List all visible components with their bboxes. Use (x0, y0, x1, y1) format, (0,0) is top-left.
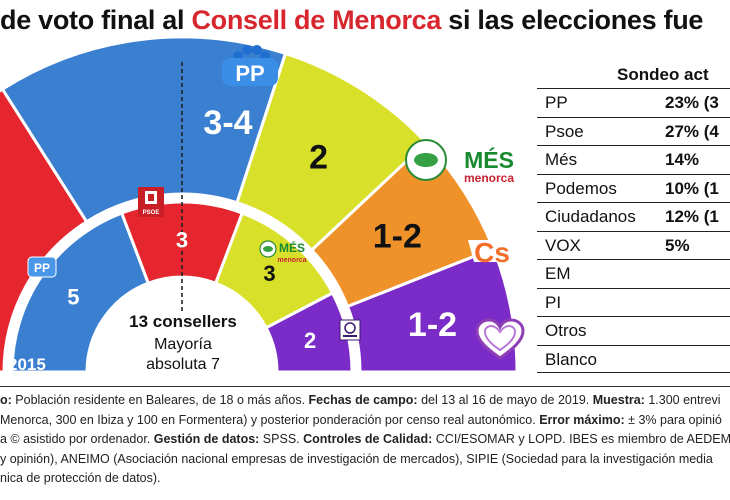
svg-text:PSOE: PSOE (143, 210, 160, 216)
svg-text:PP: PP (235, 61, 264, 86)
cs-logo-icon: Cs (468, 237, 515, 268)
table-party-cell: EM (545, 264, 571, 283)
outer-seat-label-pp: 3-4 (203, 104, 252, 142)
majority-label-1: Mayoría (154, 336, 212, 353)
table-row: Psoe 27% (4 (537, 116, 730, 146)
svg-text:menorca: menorca (464, 171, 514, 185)
outer-slice-psoe (0, 87, 89, 374)
majority-label-2: absoluta 7 (146, 356, 220, 373)
total-seats-label: 13 consellers (129, 312, 237, 331)
table-row: PI (537, 287, 730, 317)
svg-text:MÉS: MÉS (464, 146, 514, 173)
table-party-cell: Més (545, 150, 578, 169)
svg-text:MÉS: MÉS (279, 240, 305, 255)
outer-ring-2019 (0, 35, 519, 374)
table-value-cell: 27% (4 (665, 121, 719, 141)
mes-menorca-logo-icon: MÉS menorca (405, 139, 514, 185)
svg-text:Cs: Cs (474, 237, 510, 268)
poll-table: PP 23% (3 Psoe 27% (4 Més 14% Podemos 10% (1 Ciu… (537, 88, 730, 373)
svg-text:PP: PP (34, 261, 50, 275)
psoe-logo-icon: PSOE (138, 187, 164, 217)
inner-ring-2015 (10, 200, 354, 374)
inner-seat-label-més: 3 (263, 261, 275, 286)
mes-small-logo-icon: MÉS menorca (259, 240, 307, 264)
table-value-cell: 23% (3 (665, 93, 719, 112)
podemos-small-logo-icon (339, 319, 361, 341)
table-value-cell: 12% (1 (665, 207, 719, 226)
inner-seat-label-psoe: 3 (176, 228, 188, 253)
table-party-cell: Ciudadanos (545, 207, 636, 226)
inner-slice-podemos (264, 290, 354, 374)
inner-seat-label-pp: 5 (67, 285, 79, 310)
table-row: PP 23% (3 (537, 88, 730, 117)
table-party-cell: PP (545, 93, 568, 112)
table-value-cell: 10% (1 (665, 178, 719, 198)
pp-small-logo-icon: PP (27, 256, 57, 278)
table-value-cell: 14% (665, 150, 700, 169)
pp-logo-icon: PP (222, 45, 278, 86)
outer-seat-label-podemos: 1-2 (408, 306, 457, 344)
table-row: Blanco (537, 344, 730, 373)
table-party-cell: Psoe (545, 121, 584, 141)
page-title: de voto final al Consell de Menorca si l… (0, 5, 704, 35)
table-row: Ciudadanos 12% (1 (537, 202, 730, 231)
table-row: EM (537, 259, 730, 288)
seat-chart: 3-4 2 1-2 1-2 5 3 3 2 PP MÉS menorca Cs PSOE P… (0, 35, 525, 374)
podemos-heart-icon (475, 318, 525, 360)
outer-seat-label-ciudadanos: 1-2 (373, 217, 422, 255)
table-row: Podemos 10% (1 (537, 173, 730, 203)
table-row: Otros (537, 316, 730, 345)
table-row: Més 14% (537, 145, 730, 174)
table-title: Sondeo act (617, 65, 709, 84)
svg-text:menorca: menorca (277, 257, 306, 264)
inner-seat-label-podemos: 2 (304, 328, 316, 353)
outer-slice-pp (0, 35, 288, 224)
table-party-cell: VOX (545, 235, 581, 255)
outer-seat-label-més: 2 (309, 139, 328, 177)
table-party-cell: PI (545, 292, 562, 312)
table-party-cell: Otros (545, 321, 587, 340)
table-party-cell: Podemos (545, 178, 617, 198)
table-party-cell: Blanco (545, 349, 597, 369)
table-row: VOX 5% (537, 230, 730, 260)
table-value-cell: 5% (665, 235, 690, 255)
technical-footnote: o: Población residente en Baleares, de 1… (0, 386, 730, 491)
year-label: 2015 (8, 355, 46, 374)
